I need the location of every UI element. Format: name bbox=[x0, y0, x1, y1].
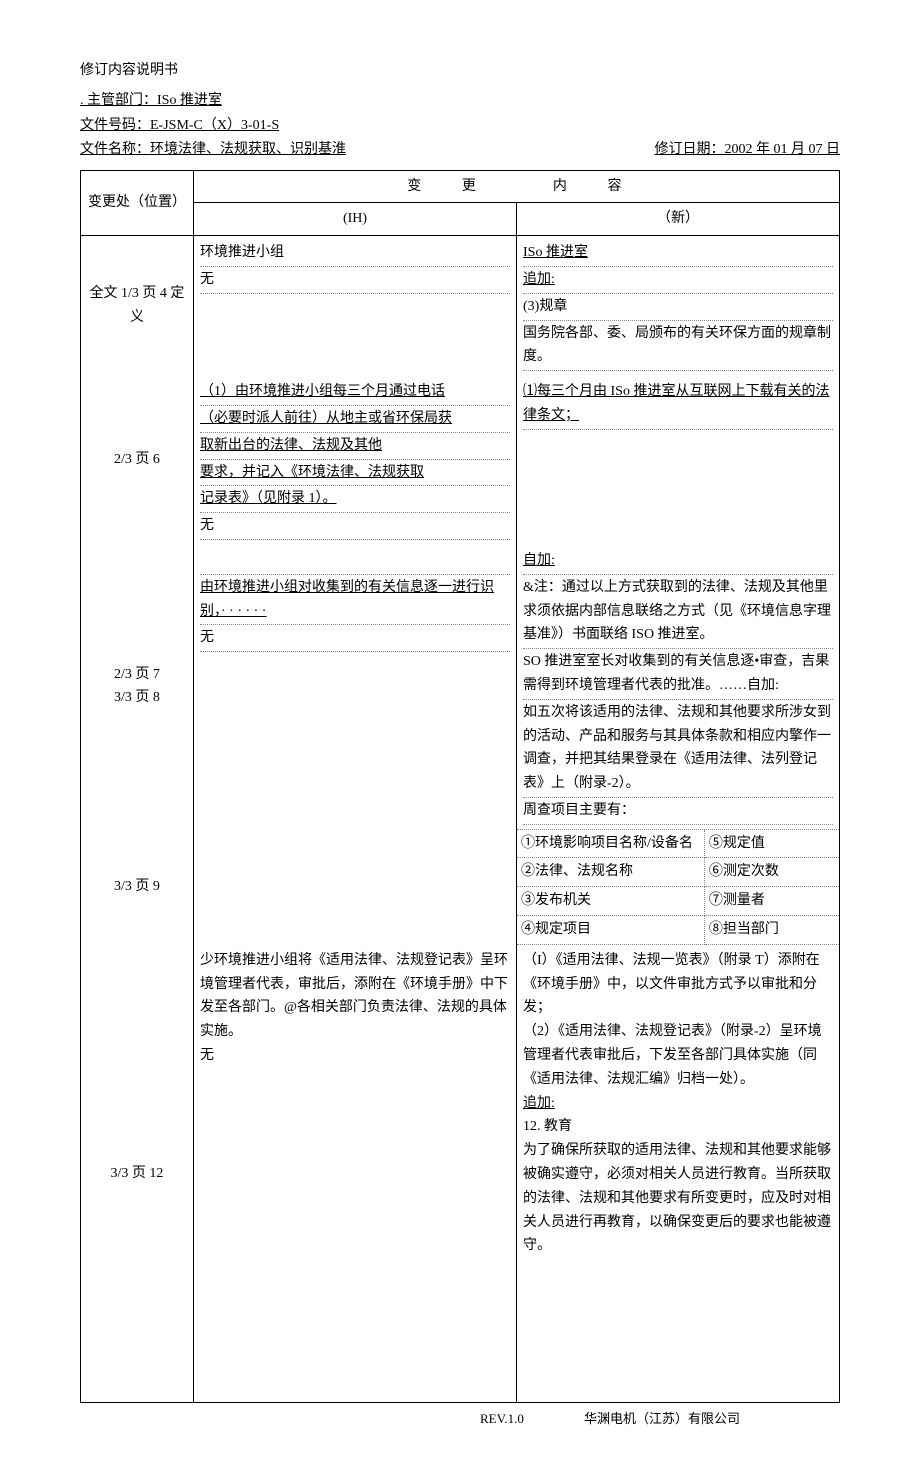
date-value: 2002 年 01 月 07 日 bbox=[725, 142, 841, 157]
table-row: 3/3 页 12 少环境推进小组将《适用法律、法规登记表》呈环境管理者代表，审批… bbox=[81, 945, 840, 1403]
loc-cell: 3/3 页 12 bbox=[81, 945, 194, 1403]
table-row: 2/3 页 6 （1）由环境推进小组每三个月通过电话 （必要时派人前往）从地主或… bbox=[81, 375, 840, 544]
table-row: 3/3 页 9 ①环境影响项目名称/设备名⑤规定值 ②法律、法规名称⑥测定次数 … bbox=[81, 829, 840, 945]
new-cell: 自加: &注：通过以上方式获取到的法律、法规及其他里求须依据内部信息联络之方式（… bbox=[517, 544, 840, 829]
loc-cell: 3/3 页 9 bbox=[81, 829, 194, 945]
loc-cell: 全文 1/3 页 4 定义 bbox=[81, 236, 194, 375]
old-cell bbox=[194, 829, 517, 945]
check-items-grid: ①环境影响项目名称/设备名⑤规定值 ②法律、法规名称⑥测定次数 ③发布机关⑦测量… bbox=[517, 829, 839, 945]
hdr-location: 变更处（位置） bbox=[81, 170, 194, 236]
hdr-old: (IH) bbox=[194, 203, 517, 236]
old-cell: 少环境推进小组将《适用法律、法规登记表》呈环境管理者代表，审批后，添附在《环境手… bbox=[194, 945, 517, 1403]
revision-table: 变更处（位置） 变 更 内 容 (IH) （新） 全文 1/3 页 4 定义 环… bbox=[80, 170, 840, 1404]
name-label: 文件名称： bbox=[80, 142, 150, 157]
table-row: 全文 1/3 页 4 定义 环境推进小组 无 ISo 推进室 追加: (3)规章… bbox=[81, 236, 840, 375]
old-cell: 环境推进小组 无 bbox=[194, 236, 517, 375]
loc-cell: 2/3 页 7 3/3 页 8 bbox=[81, 544, 194, 829]
footer: REV.1.0 华渊电机（江苏）有限公司 bbox=[80, 1409, 840, 1430]
dept-line: . 主管部门：ISo 推进室 bbox=[80, 90, 840, 112]
name-date-line: 文件名称：环境法律、法规获取、识别基淮 修订日期：2002 年 01 月 07 … bbox=[80, 139, 840, 161]
new-cell: ⑴每三个月由 ISo 推进室从互联网上下载有关的法律条文； bbox=[517, 375, 840, 544]
company-name: 华渊电机（江苏）有限公司 bbox=[584, 1409, 740, 1430]
hdr-change: 变 更 内 容 bbox=[194, 170, 840, 203]
old-cell: 由环境推进小组对收集到的有关信息逐一进行识别，· · · · · · 无 bbox=[194, 544, 517, 829]
table-row: 2/3 页 7 3/3 页 8 由环境推进小组对收集到的有关信息逐一进行识别，·… bbox=[81, 544, 840, 829]
dept-label: . 主管部门： bbox=[80, 93, 157, 108]
date-label: 修订日期： bbox=[655, 142, 725, 157]
doc-title: 修订内容说明书 bbox=[80, 60, 840, 82]
new-cell: ①环境影响项目名称/设备名⑤规定值 ②法律、法规名称⑥测定次数 ③发布机关⑦测量… bbox=[517, 829, 840, 945]
code-value: E-JSM-C（X）3-01-S bbox=[150, 118, 279, 133]
old-cell: （1）由环境推进小组每三个月通过电话 （必要时派人前往）从地主或省环保局获 取新… bbox=[194, 375, 517, 544]
loc-cell: 2/3 页 6 bbox=[81, 375, 194, 544]
rev-label: REV.1.0 bbox=[480, 1409, 524, 1430]
code-label: 文件号码： bbox=[80, 118, 150, 133]
code-line: 文件号码：E-JSM-C（X）3-01-S bbox=[80, 115, 840, 137]
dept-value: ISo 推进室 bbox=[157, 93, 222, 108]
new-cell: （I）《适用法律、法规一览表》（附录 T）添附在《环境手册》中，以文件审批方式予… bbox=[517, 945, 840, 1403]
name-value: 环境法律、法规获取、识别基淮 bbox=[150, 142, 346, 157]
hdr-new: （新） bbox=[517, 203, 840, 236]
new-cell: ISo 推进室 追加: (3)规章 国务院各部、委、局颁布的有关环保方面的规章制… bbox=[517, 236, 840, 375]
